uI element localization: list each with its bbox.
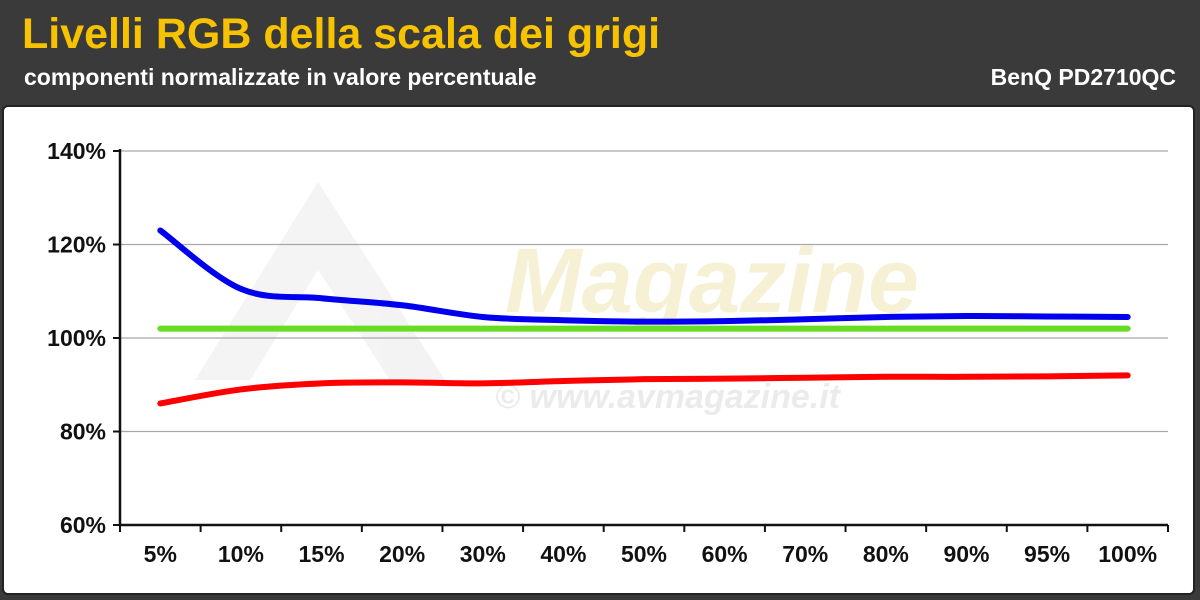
watermark-logo-triangle (195, 182, 445, 380)
y-tick-label: 80% (60, 419, 106, 445)
grid (120, 150, 1168, 433)
chart-title: Livelli RGB della scala dei grigi (22, 10, 661, 58)
y-tick-label: 120% (47, 232, 106, 258)
x-tick-label: 80% (863, 541, 909, 567)
x-tick-label: 20% (379, 541, 425, 567)
axes (113, 149, 1169, 532)
plot-panel (2, 105, 1195, 595)
x-tick-label: 60% (702, 541, 748, 567)
tick-labels: 60% 80% 100% 120% 140% 5% 10% 15% 20% 30% 40% 50% 60… (47, 138, 1157, 567)
y-tick-label: 60% (60, 512, 106, 538)
y-tick-label: 140% (47, 138, 106, 164)
x-tick-label: 90% (943, 541, 989, 567)
x-tick-label: 15% (299, 541, 345, 567)
series-line-1 (157, 372, 1131, 407)
watermark-site: © www.avmagazine.it (495, 378, 842, 416)
monitor-model: BenQ PD2710QC (990, 64, 1176, 90)
chart-subtitle: componenti normalizzate in valore percen… (24, 64, 537, 90)
series (157, 227, 1131, 407)
x-tick-label: 30% (460, 541, 506, 567)
x-tick-label: 5% (144, 541, 177, 567)
x-tick-label: 95% (1024, 541, 1070, 567)
x-tick-label: 10% (218, 541, 264, 567)
header: Livelli RGB della scala dei grigi compon… (0, 0, 1200, 104)
x-tick-label: 100% (1098, 541, 1157, 567)
x-tick-label: 40% (540, 541, 586, 567)
series-line-2 (157, 227, 1131, 325)
x-tick-label: 50% (621, 541, 667, 567)
x-tick-label: 70% (782, 541, 828, 567)
y-tick-label: 100% (47, 325, 106, 351)
